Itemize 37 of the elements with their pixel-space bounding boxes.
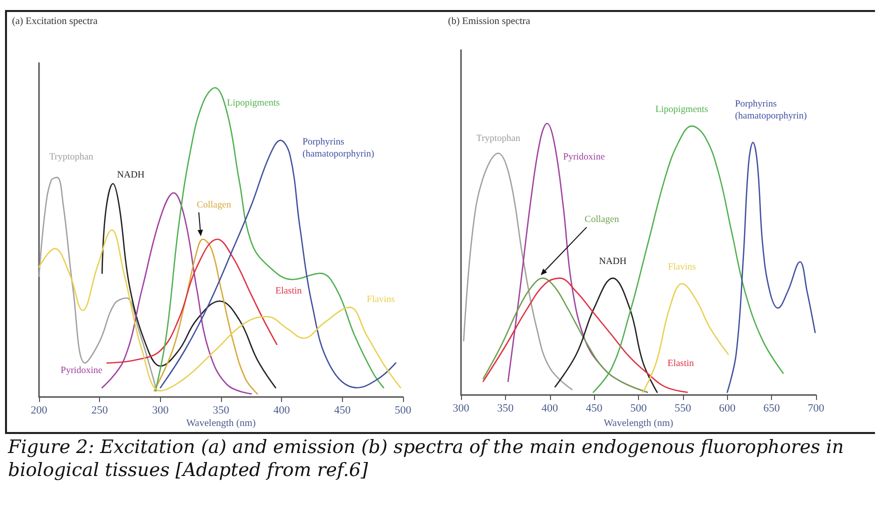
x-tick-label: 450: [586, 402, 603, 414]
x-tick-label: 300: [452, 402, 470, 414]
chart-title: (b) Emission spectra: [448, 16, 530, 27]
x-tick-label: 600: [719, 402, 736, 414]
x-axis-title: Wavelength (nm): [604, 418, 674, 429]
x-tick-label: 700: [808, 402, 825, 414]
series-label: Flavins: [366, 295, 396, 305]
series-label: Lipopigments: [226, 98, 280, 109]
series-label: Porphyrins (hamatoporphyrin): [302, 137, 374, 160]
series-label: Tryptophan: [49, 152, 94, 162]
series-label: NADH: [117, 170, 145, 181]
series-label: Flavins: [668, 262, 696, 273]
x-tick-label: 250: [91, 404, 108, 416]
x-tick-label: 350: [497, 402, 514, 414]
x-tick-label: 550: [674, 402, 692, 414]
x-tick-label: 450: [334, 404, 352, 416]
caption: Figure 2: Excitation (a) and emission (b) spectra of the main endogenous fluorophores in biological tissues [Adapted from ref.6]: [8, 436, 845, 482]
text: Porphyrins (hamatoporphyrin): [734, 99, 807, 122]
series-label: Lipopigments: [655, 105, 708, 116]
series-label: Pyridoxine: [563, 152, 605, 162]
x-tick-label: 400: [542, 402, 558, 414]
x-tick-label: 300: [152, 404, 170, 416]
x-tick-label: 350: [212, 404, 230, 416]
series-label: NADH: [599, 257, 627, 268]
series-label: Elastin: [668, 359, 694, 370]
chart-title: (a) Excitation spectra: [12, 16, 98, 27]
x-tick-label: 650: [763, 402, 780, 414]
text: Collagen: [584, 215, 620, 226]
x-tick-label: 500: [394, 404, 412, 416]
x-tick-label: 200: [30, 404, 48, 416]
x-tick-label: 500: [630, 402, 648, 414]
series-label: Tryptophan: [476, 134, 521, 144]
series-label: Pyridoxine: [60, 366, 102, 376]
x-axis-title: Wavelength (nm): [186, 418, 256, 429]
x-tick-label: 400: [273, 404, 290, 416]
text: Collagen: [196, 200, 232, 210]
text: Elastin: [275, 286, 302, 296]
